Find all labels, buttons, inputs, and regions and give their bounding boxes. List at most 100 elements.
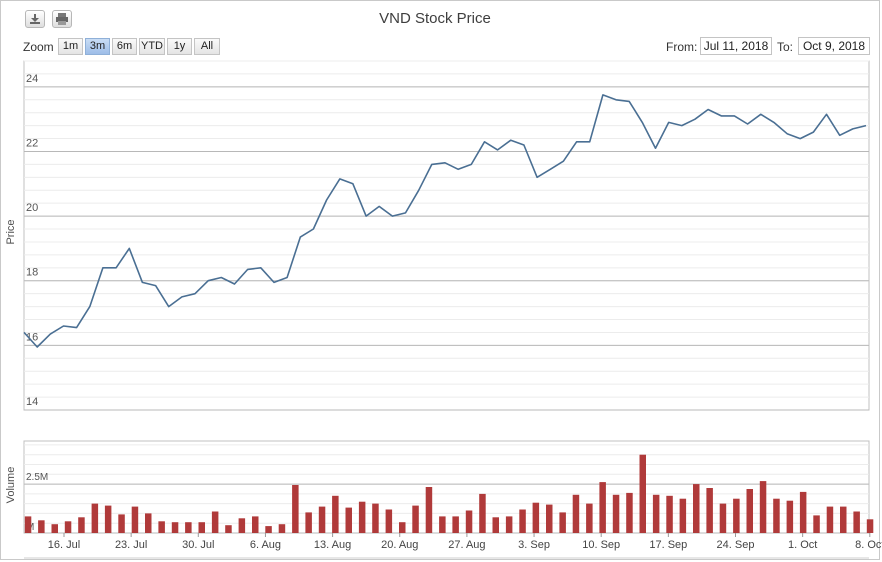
volume-bar: [773, 498, 780, 533]
price-tick-label: 24: [26, 73, 38, 85]
x-tick-label: 16. Jul: [48, 539, 80, 551]
volume-bar: [185, 522, 192, 533]
range-from-label: From:: [666, 40, 698, 54]
volume-bar: [78, 517, 85, 533]
range-to-input[interactable]: Oct 9, 2018: [798, 37, 870, 55]
volume-bar: [91, 503, 99, 533]
volume-bar: [412, 505, 419, 533]
volume-bar: [505, 516, 513, 533]
x-tick-label: 6. Aug: [250, 539, 281, 551]
volume-bar: [118, 514, 125, 533]
x-tick-label: 23. Jul: [115, 539, 147, 551]
volume-bar: [399, 522, 406, 533]
zoom-all-button[interactable]: All: [194, 38, 220, 55]
volume-bar: [145, 513, 152, 533]
x-tick-label: 17. Sep: [649, 539, 687, 551]
volume-bar: [840, 506, 847, 533]
zoom-6m-button[interactable]: 6m: [112, 38, 137, 55]
volume-bar: [746, 489, 753, 533]
volume-bar: [666, 495, 673, 533]
volume-bar: [465, 510, 473, 533]
volume-bar: [679, 498, 687, 533]
x-tick-label: 20. Aug: [381, 539, 418, 551]
price-series-line: [23, 94, 867, 348]
volume-bar: [826, 506, 834, 533]
volume-bar: [131, 506, 139, 533]
volume-bar: [38, 520, 45, 533]
x-tick-label: 3. Sep: [518, 539, 550, 551]
volume-bar: [706, 488, 713, 533]
volume-bar: [853, 511, 860, 533]
volume-bar: [305, 512, 312, 533]
volume-bar: [358, 501, 366, 533]
volume-bar: [158, 521, 165, 533]
volume-bar: [639, 454, 646, 533]
volume-bar: [198, 522, 205, 533]
range-to-label: To:: [777, 40, 794, 54]
x-tick-label: 30. Jul: [182, 539, 214, 551]
volume-bar: [24, 516, 32, 533]
volume-bar: [719, 503, 727, 533]
volume-bar: [599, 482, 606, 533]
x-tick-label: 27. Aug: [448, 539, 485, 551]
price-tick-label: 14: [26, 396, 38, 408]
zoom-1y-button[interactable]: 1y: [167, 38, 192, 55]
volume-bar: [559, 512, 566, 533]
volume-bar: [546, 504, 553, 533]
print-icon: [56, 13, 68, 25]
volume-bar: [238, 518, 246, 533]
zoom-3m-button[interactable]: 3m: [85, 38, 110, 55]
x-tick-label: 8. Oct: [855, 539, 882, 551]
volume-tick-label: 2.5M: [26, 472, 48, 483]
volume-bar: [492, 517, 499, 533]
volume-bar: [318, 506, 326, 533]
download-button[interactable]: [25, 10, 45, 28]
volume-bar: [612, 494, 620, 533]
volume-bar: [572, 494, 580, 533]
print-button[interactable]: [52, 10, 72, 28]
x-tick-label: 13. Aug: [314, 539, 351, 551]
x-tick-label: 10. Sep: [582, 539, 620, 551]
volume-bar: [693, 484, 700, 533]
volume-bar: [532, 502, 540, 533]
volume-bar: [278, 524, 286, 533]
price-plot-area: [23, 60, 870, 411]
x-tick-label: 1. Oct: [788, 539, 817, 551]
chart-title: VND Stock Price: [379, 10, 491, 27]
volume-bar: [786, 500, 794, 533]
price-tick-label: 22: [26, 137, 38, 149]
volume-bar: [813, 515, 820, 533]
volume-bar: [211, 511, 219, 533]
volume-bar: [252, 516, 259, 533]
volume-bar: [425, 487, 433, 533]
x-tick-label: 24. Sep: [717, 539, 755, 551]
volume-bar: [51, 524, 58, 533]
zoom-1m-button[interactable]: 1m: [58, 38, 83, 55]
volume-bar: [733, 498, 740, 533]
volume-bar: [225, 525, 232, 533]
volume-bar: [626, 492, 633, 533]
price-tick-label: 20: [26, 202, 38, 214]
volume-bar: [171, 522, 179, 533]
volume-bar: [292, 485, 299, 533]
range-from-input[interactable]: Jul 11, 2018: [700, 37, 772, 55]
volume-bar: [372, 503, 379, 533]
volume-bar: [759, 481, 767, 533]
volume-bar: [385, 509, 393, 533]
volume-bar: [265, 526, 272, 533]
price-tick-label: 18: [26, 267, 38, 279]
download-icon: [30, 14, 40, 24]
volume-bar: [332, 495, 339, 533]
volume-bar: [104, 505, 112, 533]
zoom-label: Zoom: [23, 40, 54, 54]
volume-bar: [652, 494, 660, 533]
volume-bar: [64, 521, 72, 533]
volume-bar: [439, 516, 446, 533]
volume-bar: [799, 491, 807, 533]
volume-bar: [586, 503, 593, 533]
zoom-ytd-button[interactable]: YTD: [139, 38, 165, 55]
price-tick-label: 16: [26, 331, 38, 343]
volume-bar: [345, 507, 352, 533]
